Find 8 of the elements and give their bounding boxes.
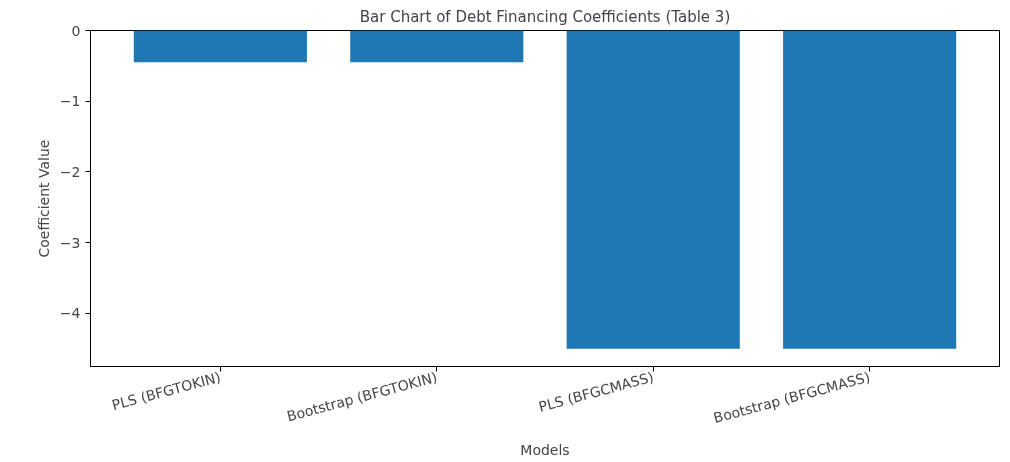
y-axis-title: Coefficient Value [35, 139, 52, 258]
chart-title: Bar Chart of Debt Financing Coefficients (Table 3) [359, 7, 731, 26]
y-tick-label: 0 [71, 22, 81, 39]
y-tick-label: −2 [59, 163, 81, 180]
y-tick-label: −3 [59, 234, 81, 251]
y-tick-label: −4 [59, 305, 81, 322]
y-tick-label: −1 [59, 93, 81, 110]
x-axis-title: Models [520, 441, 570, 458]
